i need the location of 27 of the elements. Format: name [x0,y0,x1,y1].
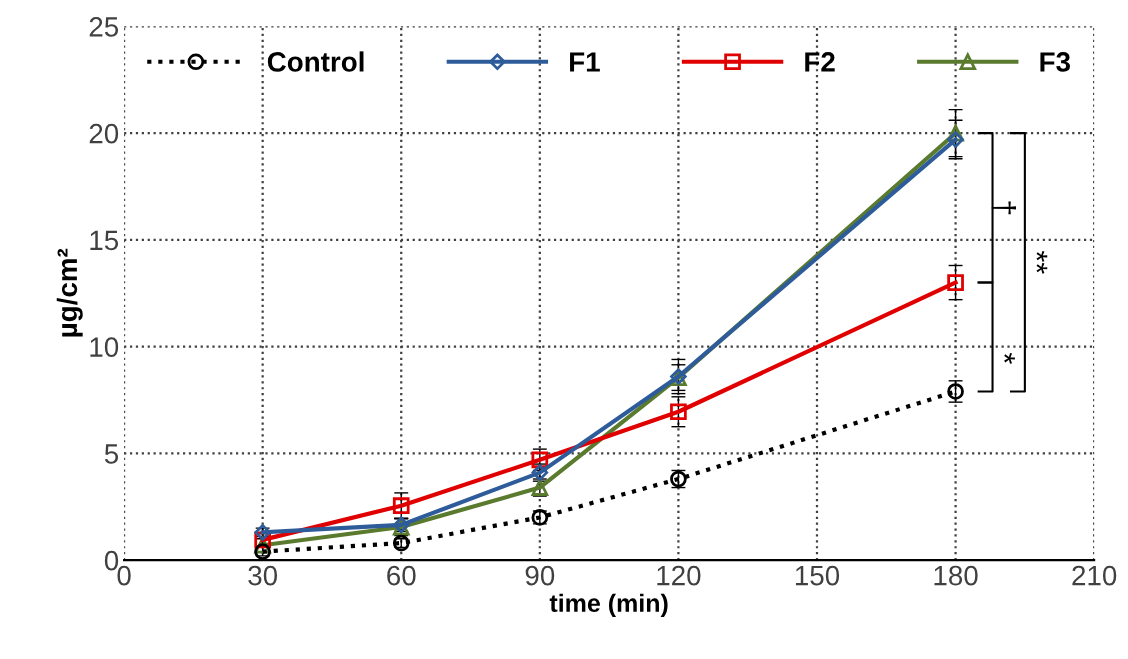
y-tick-label: 5 [104,444,119,464]
y-tick-label: 25 [89,17,119,37]
y-tick-label: 0 [104,550,119,571]
point [392,534,410,552]
x-tick-label: 30 [248,565,278,586]
legend-label: F2 [805,52,835,72]
x-tick-label: 60 [387,565,416,586]
point [670,403,687,421]
point [947,131,964,148]
legend-label: F1 [570,52,600,72]
annotation: ** [1036,250,1048,274]
legend-label: F3 [1040,52,1070,72]
x-tick-label: 120 [657,565,701,586]
annotation: † [991,201,1017,215]
legend-label: Control [267,51,364,72]
x-axis-title: time (min) [549,593,668,617]
y-axis-title: µg/cm² [56,248,83,337]
x-tick-label: 210 [1072,565,1117,586]
y-tick-label: 10 [90,337,119,357]
point [392,497,410,515]
y-tick-label: 15 [90,230,119,251]
x-tick-label: 180 [934,565,978,586]
annotation: * [1004,352,1015,364]
y-tick-label: 20 [89,123,119,144]
x-tick-label: 90 [525,565,555,586]
x-tick-label: 150 [795,565,840,586]
point [947,274,964,291]
